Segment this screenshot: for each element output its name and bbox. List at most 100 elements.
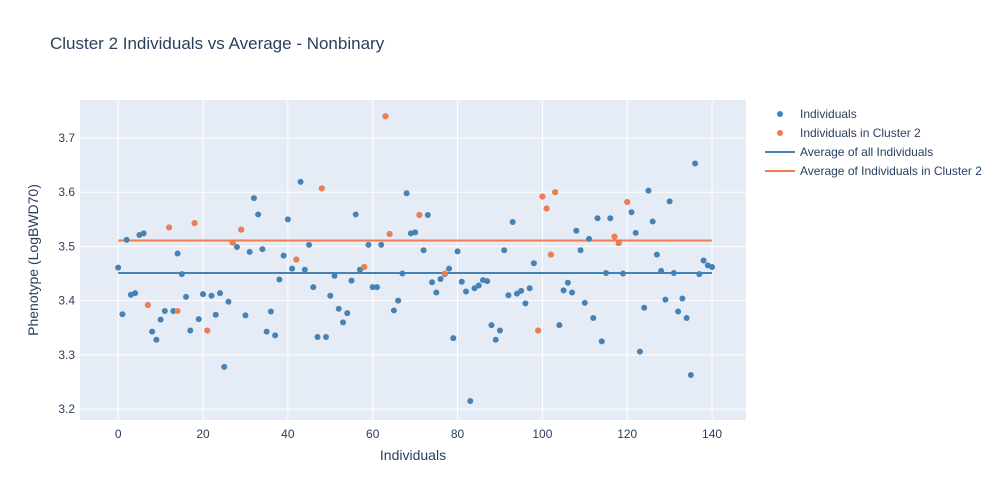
y-tick-label: 3.6 [58, 185, 75, 199]
plot-area [80, 100, 746, 420]
individual-point [603, 270, 610, 277]
individual-point [221, 363, 228, 370]
cluster-point [611, 233, 618, 240]
individual-point [242, 312, 249, 319]
tick-labels: 0 20 40 60 80 100 120 140 3.2 3.3 3.4 3.5 3.6 3.7 [58, 131, 722, 441]
cluster-point [229, 239, 236, 246]
individual-point [518, 287, 525, 294]
cluster-point [615, 240, 622, 247]
individual-point [488, 322, 495, 329]
legend-label: Average of all Individuals [800, 145, 933, 159]
individual-point [454, 248, 461, 255]
individual-point [429, 279, 436, 286]
cluster-point [361, 264, 368, 271]
individual-point [446, 265, 453, 272]
legend-label: Individuals [800, 107, 857, 121]
x-tick-label: 120 [617, 427, 637, 441]
individual-point [403, 190, 410, 197]
individual-point [709, 264, 716, 271]
individual-point [246, 248, 253, 255]
individual-point [607, 215, 614, 222]
individual-point [424, 211, 431, 218]
individual-point [276, 276, 283, 283]
individual-point [212, 311, 219, 318]
individual-point [170, 307, 177, 314]
individual-point [692, 160, 699, 167]
grid-lines [80, 100, 746, 420]
individual-point [187, 327, 194, 334]
individual-point [183, 293, 190, 300]
individual-point [263, 328, 270, 335]
individual-point [153, 336, 160, 343]
cluster-point [174, 307, 181, 314]
individual-point [395, 297, 402, 304]
cluster-point [191, 220, 198, 227]
individual-point [161, 307, 168, 314]
individual-point [420, 247, 427, 254]
individual-point [280, 252, 287, 259]
cluster-point [318, 185, 325, 192]
individual-point [195, 316, 202, 323]
legend-label: Average of Individuals in Cluster 2 [800, 164, 982, 178]
y-tick-label: 3.3 [58, 348, 75, 362]
individual-point [450, 335, 457, 342]
cluster-point [386, 230, 393, 237]
individual-point [700, 257, 707, 264]
individual-point [675, 308, 682, 315]
individual-point [569, 289, 576, 296]
individual-point [216, 290, 223, 297]
individual-point [140, 230, 147, 237]
individual-point [581, 299, 588, 306]
cluster-point [535, 327, 542, 334]
individual-point [564, 279, 571, 286]
individual-point [331, 272, 338, 279]
individual-point [696, 271, 703, 278]
individual-point [340, 319, 347, 326]
individual-point [619, 270, 626, 277]
y-axis-title: Phenotype (LogBWD70) [25, 184, 41, 336]
individual-point [412, 229, 419, 236]
individual-point [289, 265, 296, 272]
individual-point [284, 216, 291, 223]
individual-point [132, 290, 139, 297]
individual-point [594, 215, 601, 222]
individual-point [433, 289, 440, 296]
cluster-point [238, 226, 245, 233]
individual-point [306, 241, 313, 248]
x-tick-label: 60 [366, 427, 380, 441]
individual-point [662, 296, 669, 303]
legend-label: Individuals in Cluster 2 [800, 126, 921, 140]
legend-item[interactable]: Individuals [777, 107, 857, 121]
cluster-point [204, 327, 211, 334]
data-points [115, 113, 716, 405]
individual-point [314, 334, 321, 341]
individual-point [255, 211, 262, 218]
legend-item[interactable]: Average of Individuals in Cluster 2 [765, 164, 982, 178]
cluster-point [543, 205, 550, 212]
individual-point [390, 307, 397, 314]
x-tick-label: 140 [702, 427, 722, 441]
legend[interactable]: Individuals Individuals in Cluster 2 Avera… [765, 107, 982, 178]
individual-point [522, 300, 529, 307]
individual-point [149, 328, 156, 335]
individual-point [297, 178, 304, 185]
individual-point [632, 229, 639, 236]
individual-point [378, 241, 385, 248]
cluster-point [441, 270, 448, 277]
individual-point [463, 288, 470, 295]
legend-item[interactable]: Average of all Individuals [765, 145, 933, 159]
individual-point [458, 278, 465, 285]
individual-point [399, 270, 406, 277]
individual-point [679, 295, 686, 302]
individual-point [200, 291, 207, 298]
individual-point [658, 267, 665, 274]
individual-point [267, 308, 274, 315]
individual-point [687, 371, 694, 378]
y-tick-label: 3.2 [58, 402, 75, 416]
individual-point [492, 336, 499, 343]
cluster-point [539, 193, 546, 200]
individual-point [344, 310, 351, 317]
individual-point [573, 227, 580, 234]
legend-item[interactable]: Individuals in Cluster 2 [777, 126, 921, 140]
